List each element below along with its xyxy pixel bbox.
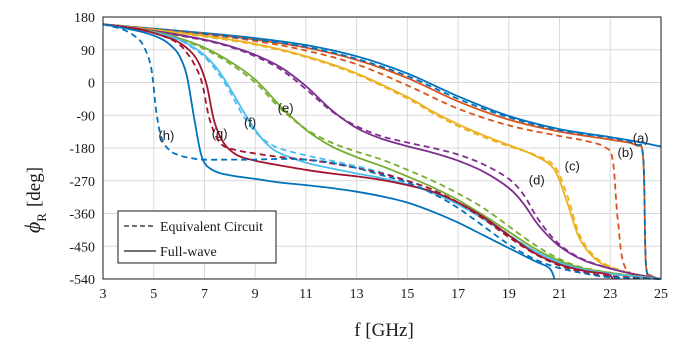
series-layer: [102, 23, 662, 280]
curve-label: (a): [633, 131, 649, 146]
x-tick-label: 19: [502, 287, 516, 302]
series-line: [102, 23, 662, 280]
x-tick-label: 13: [350, 287, 364, 302]
curve-label: (h): [158, 128, 174, 143]
y-axis-symbol: ϕ: [20, 222, 45, 233]
y-axis-subscript: R: [34, 213, 49, 222]
tick-labels: 3 5 7 9 11 13 15 17 19 21 23 25 180 90 0 -90 -180 -270 -36…: [69, 11, 668, 302]
series-line: [102, 23, 662, 280]
legend: Equivalent Circuit Full-wave: [117, 210, 277, 264]
series-line: [102, 23, 662, 280]
series-line: [102, 23, 556, 280]
y-tick-label: -90: [76, 109, 95, 124]
x-tick-label: 17: [451, 287, 465, 302]
y-tick-label: 180: [74, 11, 95, 26]
series-line: [102, 23, 662, 280]
curve-label: (c): [565, 159, 580, 174]
curve-label: (f): [244, 115, 256, 130]
x-tick-label: 15: [400, 287, 414, 302]
x-tick-label: 23: [603, 287, 617, 302]
series-line: [102, 23, 662, 280]
legend-box: [117, 210, 277, 264]
y-axis-title: ϕR [deg]: [20, 167, 49, 233]
y-tick-label: -360: [69, 208, 95, 223]
x-tick-label: 5: [150, 287, 157, 302]
y-tick-label: -450: [69, 240, 95, 255]
svg-text:ϕR[deg]: ϕR [deg]: [20, 167, 49, 233]
y-tick-label: -270: [69, 175, 95, 190]
curve-label: (d): [529, 172, 545, 187]
curve-label: (b): [618, 145, 634, 160]
series-line: [102, 23, 662, 280]
series-line: [102, 23, 662, 280]
x-tick-label: 9: [252, 287, 259, 302]
y-tick-label: -540: [69, 273, 95, 288]
series-line: [102, 23, 662, 280]
plot-frame: [102, 16, 662, 280]
x-tick-label: 11: [299, 287, 312, 302]
curve-labels: (a)(b) (c) (d) (e) (f) (g) (h): [158, 100, 648, 187]
x-tick-label: 21: [553, 287, 567, 302]
curve-label: (g): [212, 126, 228, 141]
y-tick-label: 90: [81, 44, 95, 59]
series-line: [102, 23, 662, 280]
y-axis-unit: [deg]: [24, 167, 45, 207]
y-tick-label: 0: [88, 77, 95, 92]
series-line: [102, 23, 662, 280]
x-axis-title: f [GHz]: [354, 320, 414, 341]
x-tick-label: 3: [100, 287, 107, 302]
x-tick-label: 7: [201, 287, 208, 302]
x-tick-label: 25: [654, 287, 668, 302]
legend-label-equivalent-circuit: Equivalent Circuit: [160, 220, 263, 235]
y-tick-label: -180: [69, 142, 95, 157]
curve-label: (e): [278, 100, 294, 115]
series-line: [102, 23, 662, 280]
series-line: [102, 23, 662, 280]
legend-label-full-wave: Full-wave: [160, 245, 217, 260]
